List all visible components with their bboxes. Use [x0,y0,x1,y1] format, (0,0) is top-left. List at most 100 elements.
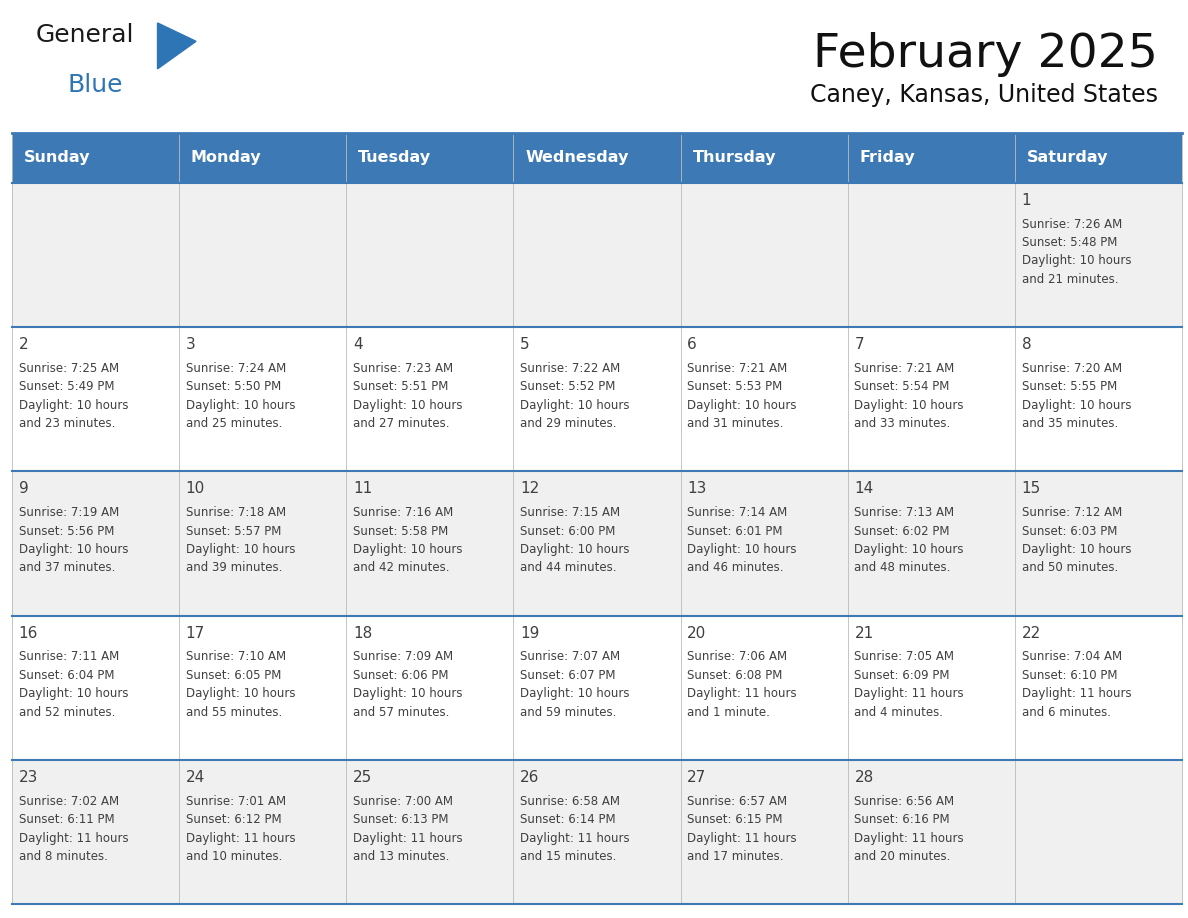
Text: Daylight: 10 hours: Daylight: 10 hours [185,543,296,556]
Text: Sunset: 5:58 PM: Sunset: 5:58 PM [353,524,448,538]
Text: Daylight: 10 hours: Daylight: 10 hours [353,688,462,700]
Text: Daylight: 10 hours: Daylight: 10 hours [353,398,462,411]
Text: and 50 minutes.: and 50 minutes. [1022,561,1118,575]
Text: Sunset: 6:10 PM: Sunset: 6:10 PM [1022,669,1117,682]
Text: Sunrise: 7:25 AM: Sunrise: 7:25 AM [19,362,119,375]
Text: 6: 6 [687,337,697,353]
Text: Friday: Friday [860,151,915,165]
Polygon shape [158,23,196,69]
Text: Sunset: 6:13 PM: Sunset: 6:13 PM [353,813,448,826]
Text: Daylight: 11 hours: Daylight: 11 hours [185,832,296,845]
Text: and 59 minutes.: and 59 minutes. [520,706,617,719]
Text: Sunset: 5:49 PM: Sunset: 5:49 PM [19,380,114,393]
Text: Sunset: 5:55 PM: Sunset: 5:55 PM [1022,380,1117,393]
Text: Daylight: 11 hours: Daylight: 11 hours [520,832,630,845]
Text: Sunrise: 7:01 AM: Sunrise: 7:01 AM [185,795,286,808]
Text: 9: 9 [19,481,29,497]
Text: Daylight: 10 hours: Daylight: 10 hours [520,398,630,411]
Text: Sunrise: 7:20 AM: Sunrise: 7:20 AM [1022,362,1121,375]
Text: 8: 8 [1022,337,1031,353]
Text: Daylight: 10 hours: Daylight: 10 hours [1022,543,1131,556]
Text: Sunset: 5:56 PM: Sunset: 5:56 PM [19,524,114,538]
Text: and 57 minutes.: and 57 minutes. [353,706,449,719]
Text: and 55 minutes.: and 55 minutes. [185,706,282,719]
Text: and 37 minutes.: and 37 minutes. [19,561,115,575]
Text: Sunset: 5:53 PM: Sunset: 5:53 PM [687,380,783,393]
Text: 28: 28 [854,770,873,785]
Text: Sunset: 5:54 PM: Sunset: 5:54 PM [854,380,949,393]
Text: Saturday: Saturday [1026,151,1108,165]
Text: 3: 3 [185,337,196,353]
Text: and 21 minutes.: and 21 minutes. [1022,273,1118,285]
Text: and 20 minutes.: and 20 minutes. [854,850,950,863]
Text: 23: 23 [19,770,38,785]
Text: Sunrise: 7:24 AM: Sunrise: 7:24 AM [185,362,286,375]
Text: Wednesday: Wednesday [525,151,628,165]
Text: and 8 minutes.: and 8 minutes. [19,850,107,863]
Text: Sunset: 6:03 PM: Sunset: 6:03 PM [1022,524,1117,538]
Text: Blue: Blue [68,73,124,97]
Text: 22: 22 [1022,626,1041,641]
Text: Monday: Monday [191,151,261,165]
Text: Sunrise: 7:07 AM: Sunrise: 7:07 AM [520,651,620,664]
Text: 25: 25 [353,770,372,785]
Text: Sunrise: 7:04 AM: Sunrise: 7:04 AM [1022,651,1121,664]
Text: and 44 minutes.: and 44 minutes. [520,561,617,575]
Text: Sunset: 6:15 PM: Sunset: 6:15 PM [687,813,783,826]
Text: Sunrise: 7:02 AM: Sunrise: 7:02 AM [19,795,119,808]
Text: and 25 minutes.: and 25 minutes. [185,417,282,430]
Text: Sunset: 6:04 PM: Sunset: 6:04 PM [19,669,114,682]
Text: and 15 minutes.: and 15 minutes. [520,850,617,863]
Text: Sunset: 5:50 PM: Sunset: 5:50 PM [185,380,282,393]
Text: Sunrise: 7:19 AM: Sunrise: 7:19 AM [19,506,119,520]
Text: Sunset: 5:48 PM: Sunset: 5:48 PM [1022,236,1117,249]
Text: Thursday: Thursday [693,151,776,165]
Text: and 35 minutes.: and 35 minutes. [1022,417,1118,430]
Text: Daylight: 10 hours: Daylight: 10 hours [687,543,797,556]
Text: Sunrise: 7:23 AM: Sunrise: 7:23 AM [353,362,453,375]
Text: Daylight: 10 hours: Daylight: 10 hours [185,398,296,411]
Text: Daylight: 10 hours: Daylight: 10 hours [520,688,630,700]
Text: Sunset: 6:14 PM: Sunset: 6:14 PM [520,813,615,826]
Text: Daylight: 11 hours: Daylight: 11 hours [687,688,797,700]
Text: 12: 12 [520,481,539,497]
Text: Sunset: 6:06 PM: Sunset: 6:06 PM [353,669,448,682]
Text: and 46 minutes.: and 46 minutes. [687,561,784,575]
Text: 15: 15 [1022,481,1041,497]
Text: 4: 4 [353,337,362,353]
Text: 16: 16 [19,626,38,641]
Text: Daylight: 11 hours: Daylight: 11 hours [1022,688,1131,700]
Text: Daylight: 10 hours: Daylight: 10 hours [185,688,296,700]
Text: February 2025: February 2025 [814,32,1158,77]
Text: and 39 minutes.: and 39 minutes. [185,561,282,575]
Text: 24: 24 [185,770,206,785]
Text: Sunset: 6:11 PM: Sunset: 6:11 PM [19,813,114,826]
Text: 17: 17 [185,626,206,641]
Text: Sunrise: 7:11 AM: Sunrise: 7:11 AM [19,651,119,664]
Text: and 13 minutes.: and 13 minutes. [353,850,449,863]
Text: 18: 18 [353,626,372,641]
Text: and 48 minutes.: and 48 minutes. [854,561,950,575]
Text: Sunrise: 7:09 AM: Sunrise: 7:09 AM [353,651,453,664]
Text: 13: 13 [687,481,707,497]
Text: and 27 minutes.: and 27 minutes. [353,417,449,430]
Text: Sunrise: 7:06 AM: Sunrise: 7:06 AM [687,651,788,664]
Text: Sunrise: 7:18 AM: Sunrise: 7:18 AM [185,506,286,520]
Text: Sunrise: 7:15 AM: Sunrise: 7:15 AM [520,506,620,520]
Text: Daylight: 11 hours: Daylight: 11 hours [854,832,963,845]
Text: Sunrise: 7:26 AM: Sunrise: 7:26 AM [1022,218,1121,230]
Text: 7: 7 [854,337,864,353]
Text: Sunset: 6:07 PM: Sunset: 6:07 PM [520,669,615,682]
Text: 27: 27 [687,770,707,785]
Text: Daylight: 10 hours: Daylight: 10 hours [854,543,963,556]
Text: Sunrise: 7:21 AM: Sunrise: 7:21 AM [687,362,788,375]
Text: 21: 21 [854,626,873,641]
Text: 1: 1 [1022,193,1031,207]
Text: Sunrise: 7:10 AM: Sunrise: 7:10 AM [185,651,286,664]
Text: 26: 26 [520,770,539,785]
Text: Tuesday: Tuesday [358,151,431,165]
Text: Sunset: 5:52 PM: Sunset: 5:52 PM [520,380,615,393]
Text: Daylight: 10 hours: Daylight: 10 hours [19,688,128,700]
Text: 20: 20 [687,626,707,641]
Text: Caney, Kansas, United States: Caney, Kansas, United States [810,83,1158,106]
